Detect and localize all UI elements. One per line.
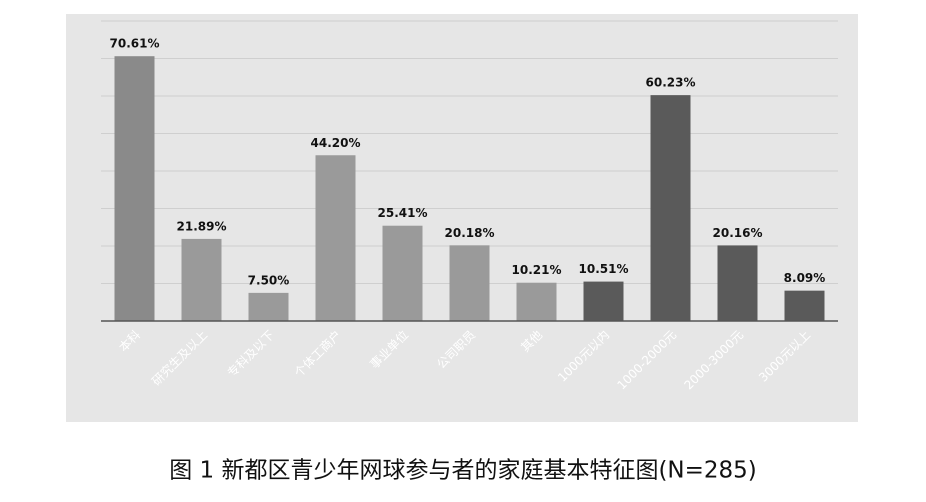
bar <box>449 245 490 321</box>
bar <box>717 245 758 321</box>
data-label: 10.21% <box>512 263 562 277</box>
bar <box>650 95 691 321</box>
bar <box>382 225 423 321</box>
data-label: 10.51% <box>579 262 629 276</box>
data-label: 7.50% <box>248 273 290 287</box>
data-label: 44.20% <box>311 136 361 150</box>
chart-background <box>66 14 858 422</box>
bar <box>516 282 557 321</box>
data-label: 20.16% <box>713 226 763 240</box>
data-label: 25.41% <box>378 206 428 220</box>
bar <box>114 56 155 322</box>
data-label: 20.18% <box>445 226 495 240</box>
data-label: 21.89% <box>177 219 227 233</box>
bar <box>315 155 356 321</box>
data-label: 60.23% <box>646 76 696 90</box>
bar <box>248 292 289 321</box>
bar <box>583 281 624 321</box>
data-label: 8.09% <box>784 271 826 285</box>
bar <box>181 238 222 321</box>
chart-title: 图 1 新都区青少年网球参与者的家庭基本特征图(N=285) <box>169 458 757 484</box>
data-label: 70.61% <box>110 37 160 51</box>
bar <box>784 290 825 321</box>
